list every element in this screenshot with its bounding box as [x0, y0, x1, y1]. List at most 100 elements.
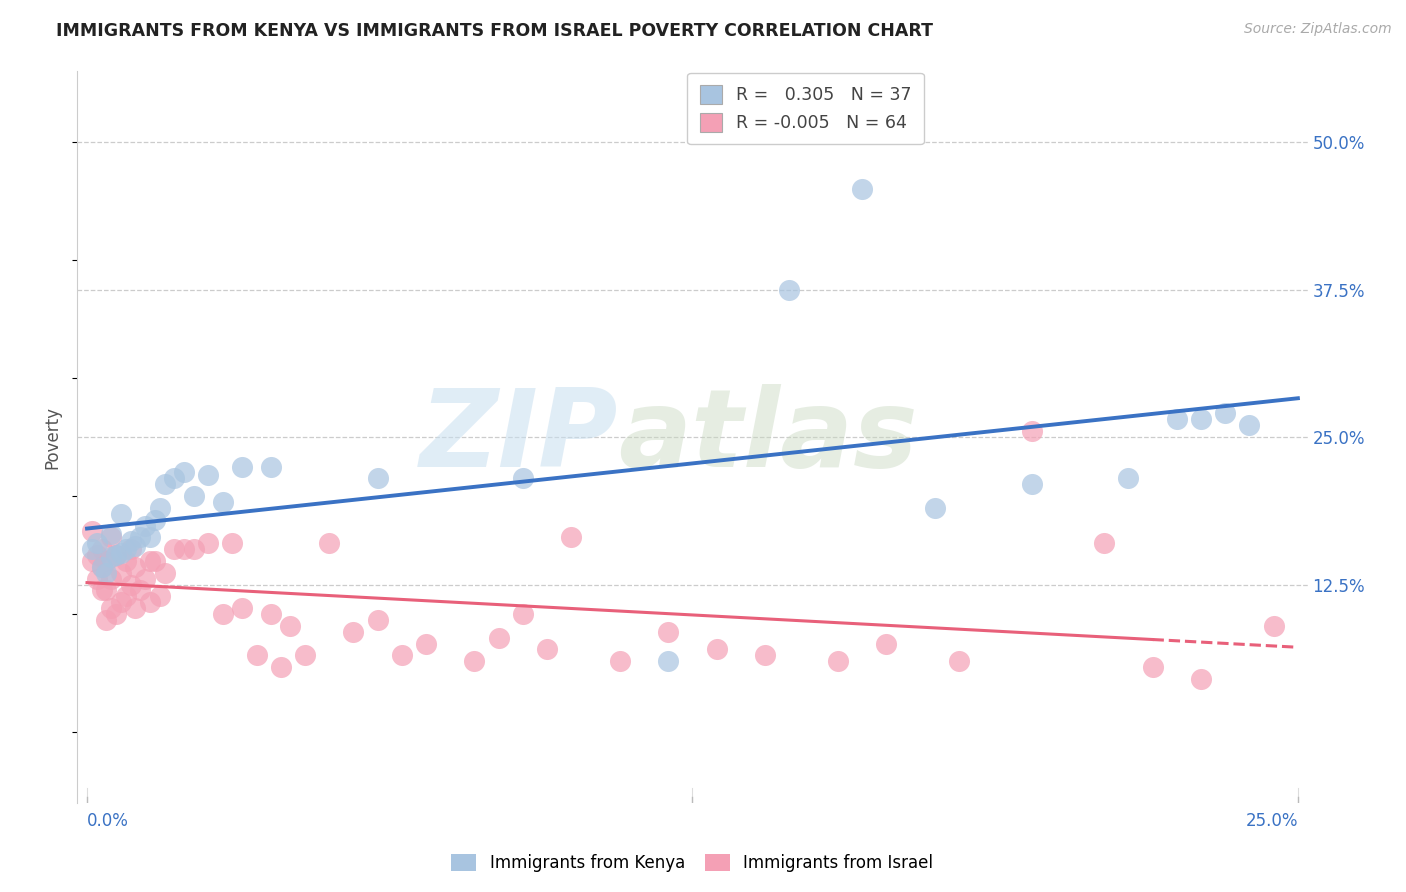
Point [1021, 424, 1043, 438]
Point [110, 546, 132, 560]
Point [211, 607, 233, 621]
Text: atlas: atlas [619, 384, 918, 490]
Point [120, 533, 142, 548]
Point [1142, 660, 1164, 674]
Point [342, 624, 364, 639]
Point [90, 542, 112, 557]
Point [657, 624, 679, 639]
Point [1239, 418, 1261, 433]
Point [129, 530, 152, 544]
Point [90, 559, 112, 574]
Point [124, 601, 146, 615]
Point [80, 554, 103, 568]
Point [270, 660, 292, 674]
Point [143, 554, 166, 568]
Point [1263, 619, 1285, 633]
Point [415, 636, 437, 650]
Point [1213, 407, 1236, 421]
Point [105, 548, 128, 562]
Point [100, 526, 122, 541]
Point [560, 530, 582, 544]
Point [90, 583, 112, 598]
Point [512, 471, 534, 485]
Point [260, 607, 283, 621]
Point [851, 182, 873, 196]
Point [488, 631, 510, 645]
Point [183, 489, 205, 503]
Point [129, 583, 152, 598]
Point [536, 642, 558, 657]
Point [114, 554, 136, 568]
Point [90, 559, 112, 574]
Point [96, 566, 118, 580]
Point [86, 548, 108, 562]
Point [294, 648, 316, 663]
Point [367, 613, 389, 627]
Text: 25.0%: 25.0% [1246, 813, 1298, 830]
Point [1166, 412, 1188, 426]
Point [609, 654, 631, 668]
Point [260, 459, 283, 474]
Point [100, 530, 122, 544]
Point [173, 466, 195, 480]
Point [105, 548, 128, 562]
Legend: Immigrants from Kenya, Immigrants from Israel: Immigrants from Kenya, Immigrants from I… [444, 847, 941, 879]
Point [110, 566, 132, 580]
Point [778, 283, 800, 297]
Point [754, 648, 776, 663]
Point [139, 595, 162, 609]
Text: 0.0%: 0.0% [87, 813, 129, 830]
Point [280, 619, 302, 633]
Point [367, 471, 389, 485]
Point [100, 601, 122, 615]
Point [197, 467, 219, 482]
Point [120, 577, 142, 591]
Point [134, 572, 156, 586]
Point [114, 590, 136, 604]
Point [1118, 471, 1140, 485]
Point [110, 595, 132, 609]
Point [391, 648, 413, 663]
Point [657, 654, 679, 668]
Point [163, 542, 186, 557]
Point [512, 607, 534, 621]
Text: ZIP: ZIP [420, 384, 619, 490]
Y-axis label: Poverty: Poverty [44, 406, 62, 468]
Point [124, 539, 146, 553]
Point [1092, 536, 1115, 550]
Point [173, 542, 195, 557]
Point [463, 654, 485, 668]
Point [114, 542, 136, 557]
Point [139, 554, 162, 568]
Point [96, 613, 118, 627]
Point [197, 536, 219, 550]
Point [100, 572, 122, 586]
Point [134, 518, 156, 533]
Point [875, 636, 897, 650]
Point [245, 648, 267, 663]
Point [80, 524, 103, 539]
Point [86, 572, 108, 586]
Point [231, 601, 253, 615]
Point [231, 459, 253, 474]
Point [221, 536, 243, 550]
Point [827, 654, 849, 668]
Point [80, 542, 103, 557]
Point [948, 654, 970, 668]
Text: Source: ZipAtlas.com: Source: ZipAtlas.com [1244, 22, 1392, 37]
Point [110, 507, 132, 521]
Point [120, 542, 142, 557]
Point [139, 530, 162, 544]
Point [86, 536, 108, 550]
Text: IMMIGRANTS FROM KENYA VS IMMIGRANTS FROM ISRAEL POVERTY CORRELATION CHART: IMMIGRANTS FROM KENYA VS IMMIGRANTS FROM… [56, 22, 934, 40]
Point [124, 559, 146, 574]
Point [153, 477, 176, 491]
Point [96, 554, 118, 568]
Point [149, 590, 172, 604]
Point [924, 500, 946, 515]
Point [105, 607, 128, 621]
Point [318, 536, 340, 550]
Point [153, 566, 176, 580]
Point [143, 513, 166, 527]
Point [183, 542, 205, 557]
